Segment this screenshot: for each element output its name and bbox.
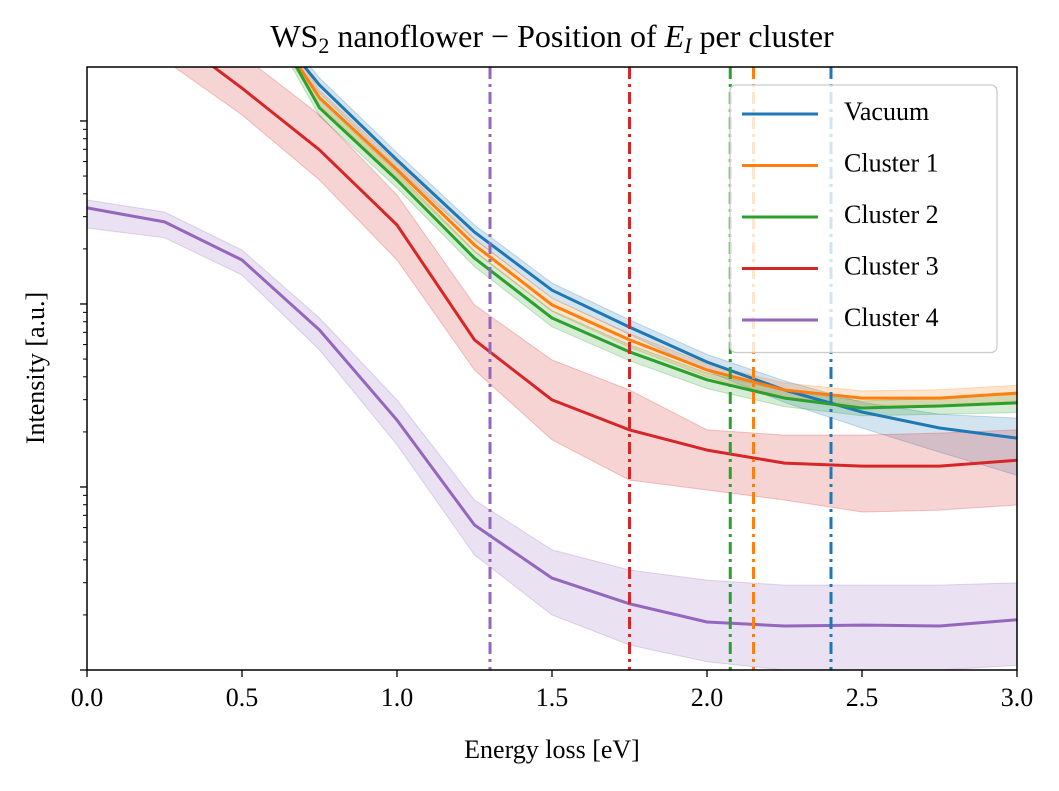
x-axis-label: Energy loss [eV] <box>464 735 640 764</box>
legend-label: Cluster 3 <box>844 251 939 280</box>
chart-title: WS2 nanoflower − Position of EI per clus… <box>270 18 834 58</box>
title-part: per cluster <box>692 18 835 54</box>
x-tick-label: 1.0 <box>381 683 414 712</box>
x-tick-label: 0.0 <box>71 683 104 712</box>
y-axis-label: Intensity [a.u.] <box>21 292 50 444</box>
band <box>87 199 1017 670</box>
title-part: 2 <box>318 33 329 58</box>
x-tick-label: 2.5 <box>846 683 879 712</box>
legend: Vacuum Cluster 1 Cluster 2 Cluster 3 Cluster… <box>729 84 998 354</box>
legend-label: Cluster 1 <box>844 148 939 177</box>
x-tick-label: 1.5 <box>536 683 569 712</box>
x-tick-label: 0.5 <box>226 683 259 712</box>
x-tick-label: 3.0 <box>1001 683 1034 712</box>
x-tick-label: 2.0 <box>691 683 724 712</box>
band <box>297 67 1017 476</box>
legend-frame <box>729 84 998 354</box>
legend-label: Vacuum <box>844 97 929 126</box>
legend-label: Cluster 2 <box>844 200 939 229</box>
plot-area <box>87 67 1017 670</box>
title-part: nanoflower − Position of <box>329 18 664 54</box>
series-line <box>297 67 1017 400</box>
series-line <box>294 67 1017 410</box>
series-line <box>302 67 1017 440</box>
legend-label: Cluster 4 <box>844 303 939 332</box>
band <box>293 67 1017 406</box>
series-line <box>87 206 1017 628</box>
series-line <box>211 67 1017 468</box>
title-part: E <box>664 18 685 54</box>
title-part: WS <box>270 18 318 54</box>
band <box>291 67 1017 417</box>
title-part: I <box>683 33 693 58</box>
